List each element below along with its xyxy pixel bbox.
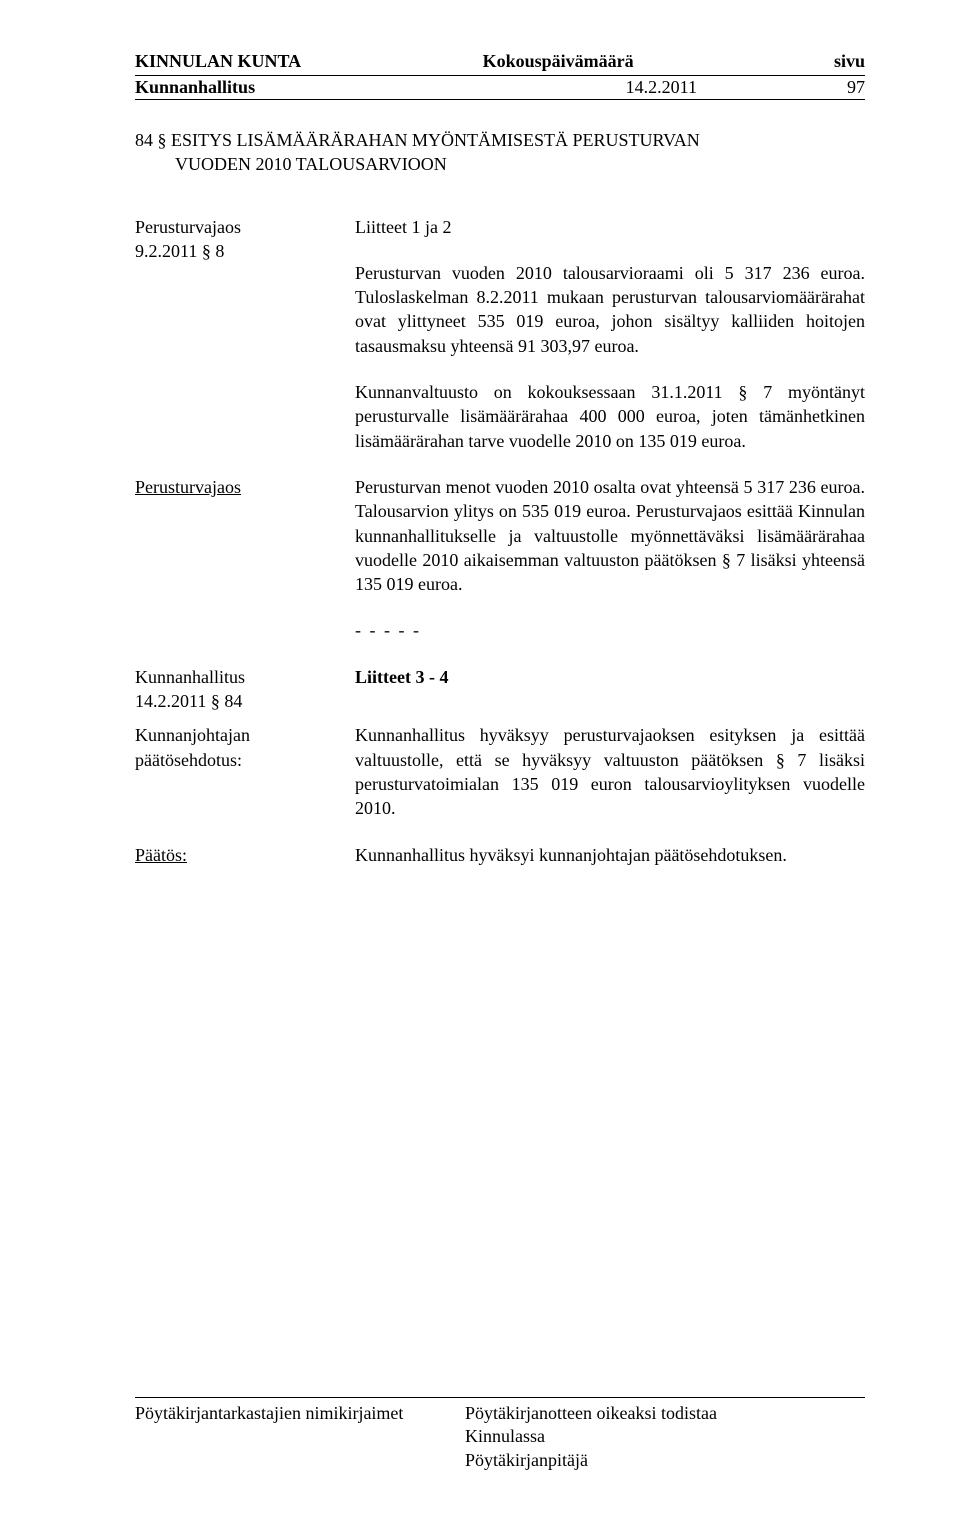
content-block: Perusturvajaos 9.2.2011 § 8 Liitteet 1 j… bbox=[135, 215, 865, 475]
header-page-number: 97 bbox=[847, 77, 865, 97]
body-paragraph: Kunnanhallitus hyväksyi kunnanjohtajan p… bbox=[355, 843, 865, 867]
block-right: Kunnanhallitus hyväksyy perusturvajaokse… bbox=[355, 723, 865, 842]
block-left: Päätös: bbox=[135, 843, 355, 889]
block-left: Perusturvajaos 9.2.2011 § 8 bbox=[135, 215, 355, 475]
body-paragraph: Kunnanvaltuusto on kokouksessaan 31.1.20… bbox=[355, 380, 865, 453]
section-heading-line2: VUODEN 2010 TALOUSARVIOON bbox=[175, 152, 447, 176]
body-paragraph: Perusturvan menot vuoden 2010 osalta ova… bbox=[355, 475, 865, 596]
section-heading-line1: ESITYS LISÄMÄÄRÄRAHAN MYÖNTÄMISESTÄ PERU… bbox=[171, 130, 700, 150]
separator-dashes: - - - - - bbox=[355, 618, 865, 642]
section-number: 84 § bbox=[135, 130, 167, 150]
block-left-line1: Kunnanjohtajan bbox=[135, 725, 250, 745]
header-rule-2 bbox=[135, 99, 865, 100]
block-left-line1: Perusturvajaos bbox=[135, 217, 241, 237]
block-left: Kunnanhallitus 14.2.2011 § 84 bbox=[135, 665, 355, 714]
footer-right-line1: Pöytäkirjanotteen oikeaksi todistaa bbox=[465, 1403, 717, 1423]
page-header: KINNULAN KUNTA Kokouspäivämäärä sivu Kun… bbox=[135, 50, 865, 100]
block-right: Perusturvan menot vuoden 2010 osalta ova… bbox=[355, 475, 865, 665]
block-left-line1: Perusturvajaos bbox=[135, 477, 241, 497]
page-footer: Pöytäkirjantarkastajien nimikirjaimet Pö… bbox=[135, 1397, 865, 1472]
block-left-line1: Päätös: bbox=[135, 845, 187, 865]
header-date-label: Kokouspäivämäärä bbox=[483, 50, 634, 73]
block-left-line2: 9.2.2011 § 8 bbox=[135, 241, 224, 261]
content-block: Perusturvajaos Perusturvan menot vuoden … bbox=[135, 475, 865, 665]
body-paragraph: Perusturvan vuoden 2010 talousarvioraami… bbox=[355, 261, 865, 358]
block-right: Liitteet 1 ja 2 Perusturvan vuoden 2010 … bbox=[355, 215, 865, 475]
footer-right: Pöytäkirjanotteen oikeaksi todistaa Kinn… bbox=[465, 1402, 865, 1472]
block-left: Perusturvajaos bbox=[135, 475, 355, 665]
section-title: 84 § ESITYS LISÄMÄÄRÄRAHAN MYÖNTÄMISESTÄ… bbox=[135, 128, 865, 177]
block-left: Kunnanjohtajan päätösehdotus: bbox=[135, 723, 355, 842]
content-block: Päätös: Kunnanhallitus hyväksyi kunnanjo… bbox=[135, 843, 865, 889]
footer-right-line2: Kinnulassa bbox=[465, 1426, 545, 1446]
block-right: Kunnanhallitus hyväksyi kunnanjohtajan p… bbox=[355, 843, 865, 889]
header-org-upper: KINNULAN KUNTA bbox=[135, 50, 301, 73]
block-left-line1: Kunnanhallitus bbox=[135, 667, 245, 687]
footer-right-line3: Pöytäkirjanpitäjä bbox=[465, 1450, 588, 1470]
footer-rule bbox=[135, 1397, 865, 1398]
block-left-line2: päätösehdotus: bbox=[135, 750, 242, 770]
block-left-line2: 14.2.2011 § 84 bbox=[135, 691, 242, 711]
header-date-value: 14.2.2011 bbox=[626, 77, 697, 97]
header-org-lower: Kunnanhallitus bbox=[135, 76, 255, 99]
attachments-label: Liitteet 1 ja 2 bbox=[355, 215, 865, 239]
footer-left: Pöytäkirjantarkastajien nimikirjaimet bbox=[135, 1402, 465, 1472]
body-paragraph: Kunnanhallitus hyväksyy perusturvajaokse… bbox=[355, 723, 865, 820]
attachments-label-bold: Liitteet 3 - 4 bbox=[355, 665, 865, 689]
block-right: Liitteet 3 - 4 bbox=[355, 665, 865, 714]
document-page: KINNULAN KUNTA Kokouspäivämäärä sivu Kun… bbox=[0, 0, 960, 1522]
content-block: Kunnanhallitus 14.2.2011 § 84 Liitteet 3… bbox=[135, 665, 865, 714]
header-page-label: sivu bbox=[815, 50, 865, 73]
content-block: Kunnanjohtajan päätösehdotus: Kunnanhall… bbox=[135, 723, 865, 842]
